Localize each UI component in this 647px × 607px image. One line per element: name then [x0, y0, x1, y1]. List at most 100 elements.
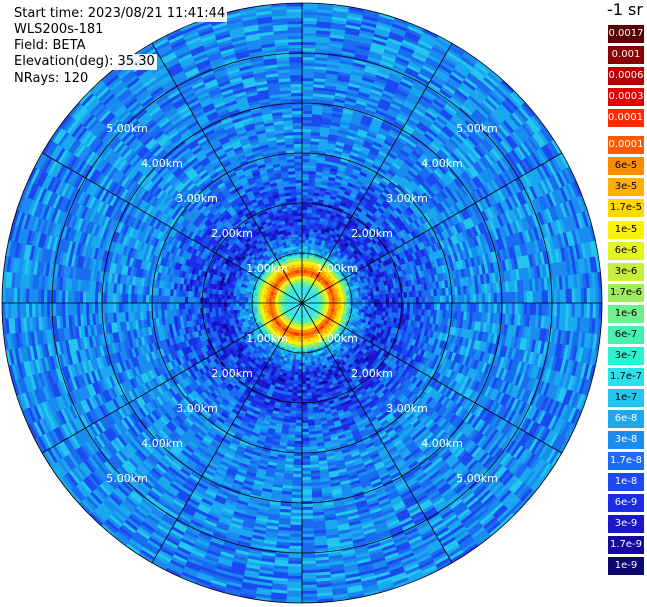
data-cell — [302, 218, 307, 223]
data-cell — [311, 237, 317, 242]
data-cell — [306, 279, 309, 283]
data-cell — [302, 53, 317, 58]
data-cell — [378, 12, 396, 21]
data-cell — [302, 188, 309, 193]
data-cell — [328, 133, 339, 139]
data-cell — [302, 293, 304, 298]
data-cell — [347, 131, 358, 138]
data-cell — [305, 288, 307, 292]
data-cell — [304, 287, 307, 292]
data-cell — [302, 80, 315, 85]
data-cell — [302, 17, 319, 22]
data-cell — [360, 26, 377, 34]
data-cell — [302, 293, 304, 298]
data-cell — [349, 122, 361, 130]
data-cell — [302, 47, 317, 52]
data-cell — [340, 154, 350, 161]
data-cell — [309, 255, 313, 259]
data-cell — [335, 86, 349, 92]
data-cell — [310, 146, 319, 151]
data-cell — [305, 236, 310, 241]
data-cell — [373, 33, 390, 41]
data-cell — [310, 267, 314, 272]
data-cell — [348, 82, 362, 89]
data-cell — [302, 191, 309, 196]
data-cell — [303, 290, 305, 295]
data-cell — [302, 212, 308, 217]
data-cell — [305, 224, 311, 229]
data-cell — [357, 91, 371, 98]
data-cell — [348, 6, 366, 13]
data-cell — [343, 35, 360, 43]
data-cell — [313, 246, 318, 251]
data-cell — [302, 38, 317, 43]
data-cell — [302, 131, 312, 136]
data-cell — [303, 266, 306, 271]
data-cell — [347, 85, 361, 92]
data-cell — [335, 89, 348, 95]
data-cell — [361, 79, 375, 87]
data-cell — [302, 5, 319, 10]
data-cell — [302, 161, 310, 166]
data-cell — [304, 257, 307, 262]
data-cell — [328, 48, 343, 55]
data-cell — [308, 279, 311, 284]
data-cell — [309, 273, 312, 278]
data-cell — [341, 111, 354, 118]
data-cell — [302, 230, 307, 235]
data-cell — [331, 158, 341, 165]
data-cell — [307, 276, 310, 280]
data-cell — [361, 76, 376, 84]
data-cell — [308, 276, 311, 281]
data-cell — [302, 206, 308, 211]
data-cell — [302, 296, 303, 300]
data-cell — [361, 20, 378, 28]
data-cell — [309, 276, 312, 281]
data-cell — [302, 41, 317, 46]
data-cell — [302, 197, 308, 202]
data-cell — [306, 212, 312, 217]
data-cell — [327, 54, 342, 61]
data-cell — [337, 77, 351, 84]
data-cell — [305, 230, 310, 235]
data-cell — [329, 127, 340, 133]
data-cell — [350, 70, 365, 78]
data-cell — [310, 143, 320, 148]
data-cell — [302, 59, 316, 64]
data-cell — [302, 158, 311, 163]
data-cell — [331, 112, 343, 119]
data-cell — [333, 98, 346, 104]
data-cell — [344, 29, 361, 37]
data-cell — [304, 290, 306, 295]
data-cell — [344, 100, 357, 107]
data-cell — [351, 67, 366, 75]
data-cell — [308, 179, 316, 184]
data-cell — [308, 258, 312, 262]
data-cell — [368, 53, 383, 61]
data-cell — [302, 134, 312, 139]
data-cell — [342, 148, 352, 155]
data-cell — [333, 180, 342, 187]
data-cell — [348, 9, 365, 16]
data-cell — [307, 282, 310, 287]
data-cell — [302, 122, 313, 127]
data-cell — [303, 269, 306, 274]
data-cell — [372, 35, 389, 44]
data-cell — [341, 151, 351, 158]
data-cell — [375, 24, 393, 33]
data-cell — [302, 77, 315, 82]
data-cell — [302, 143, 311, 148]
data-cell — [310, 219, 316, 223]
data-cell — [308, 242, 312, 247]
data-cell — [376, 21, 394, 30]
data-cell — [374, 30, 391, 38]
data-cell — [302, 74, 315, 79]
data-cell — [302, 119, 313, 124]
data-cell — [303, 275, 305, 280]
data-cell — [350, 120, 362, 127]
data-cell — [362, 73, 377, 81]
data-cell — [302, 254, 305, 259]
data-cell — [302, 56, 316, 61]
data-cell — [307, 197, 314, 202]
data-cell — [330, 25, 347, 31]
